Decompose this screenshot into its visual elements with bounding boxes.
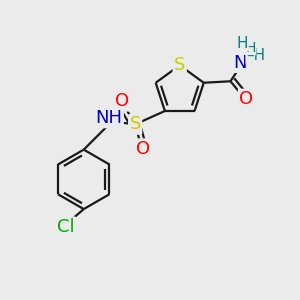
Text: N: N [234,53,247,71]
Text: NH: NH [95,109,122,127]
Text: O: O [239,90,253,108]
Text: S: S [130,116,141,134]
Text: H: H [245,41,256,55]
Text: O: O [115,92,129,110]
Text: S: S [174,56,185,74]
Text: H: H [237,36,248,51]
Text: Cl: Cl [57,218,75,236]
Text: O: O [136,140,150,158]
Text: –H: –H [246,48,266,63]
